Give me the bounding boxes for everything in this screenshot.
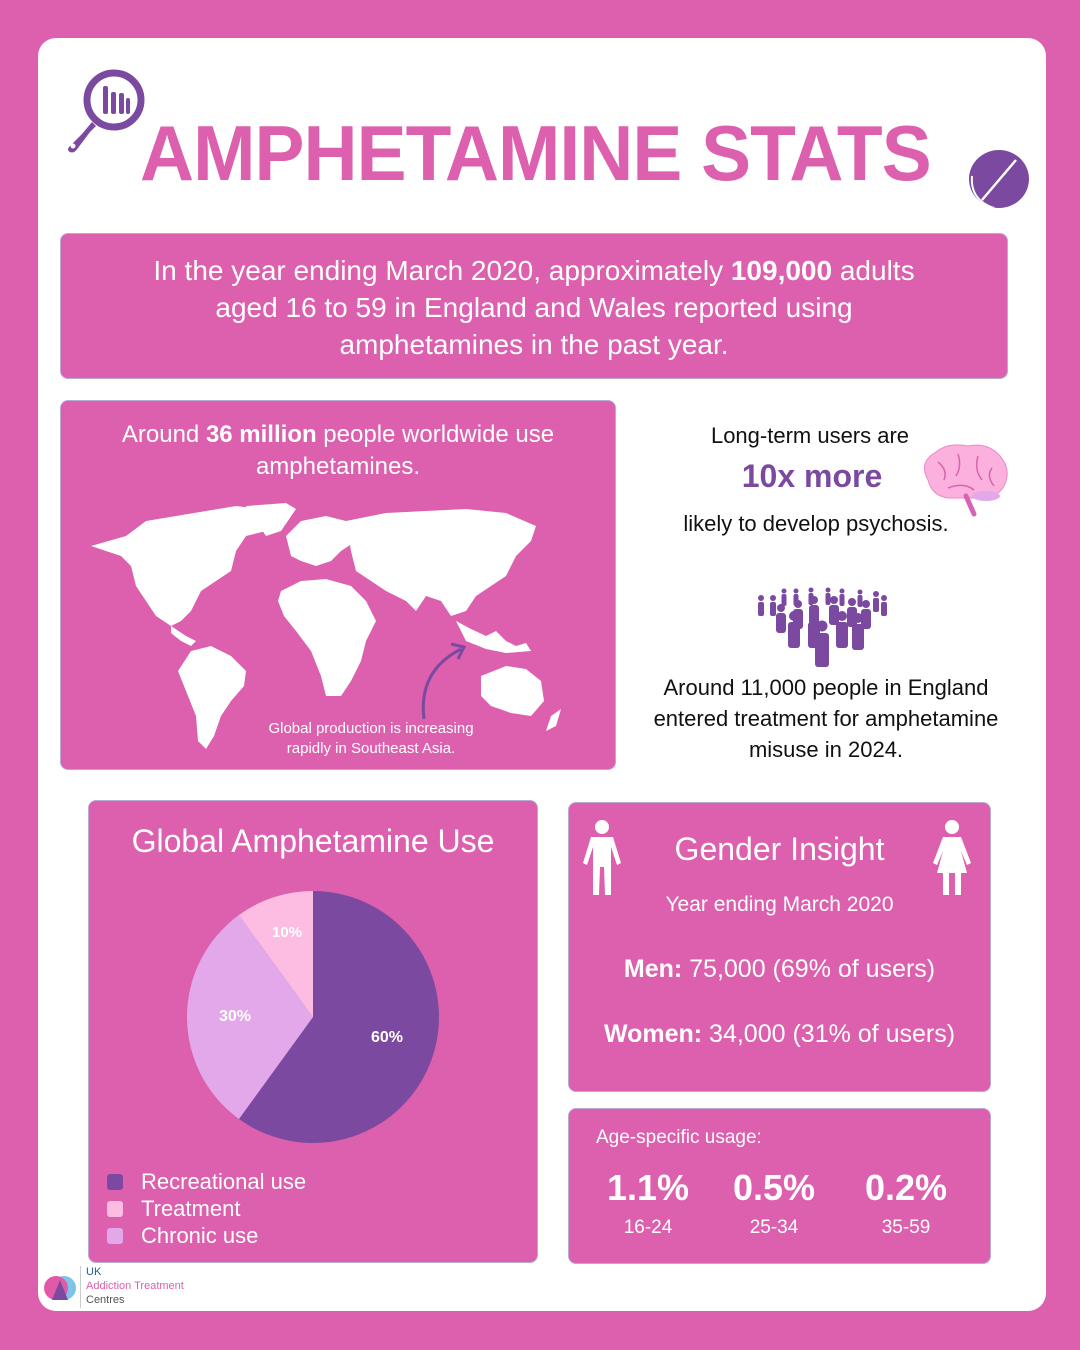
legend-item-chronic: Chronic use bbox=[107, 1222, 306, 1249]
production-note: Global production is increasing rapidly … bbox=[241, 719, 501, 759]
world-text-line2: amphetamines. bbox=[255, 453, 421, 480]
age-value: 0.2% bbox=[864, 1167, 948, 1208]
chart-legend: Recreational use Treatment Chronic use bbox=[107, 1168, 306, 1249]
men-value: 75,000 (69% of users) bbox=[682, 955, 936, 983]
logo-line-2: Addiction Treatment bbox=[86, 1280, 184, 1292]
gender-title: Gender Insight bbox=[674, 831, 885, 867]
legend-swatch bbox=[107, 1227, 123, 1244]
page-title: AMPHETAMINE STATS bbox=[140, 109, 932, 197]
intro-highlight: 109,000 bbox=[730, 255, 833, 286]
world-text: Around bbox=[121, 421, 206, 448]
magnifier-chart-icon bbox=[68, 69, 145, 153]
female-icon bbox=[933, 820, 971, 895]
psychosis-line-1: Long-term users are bbox=[710, 423, 910, 448]
intro-line-2: aged 16 to 59 in England and Wales repor… bbox=[215, 292, 853, 323]
treatment-line-1: Around 11,000 people in England bbox=[663, 675, 989, 700]
legend-label: Chronic use bbox=[141, 1222, 259, 1248]
logo-line-1: UK bbox=[86, 1266, 102, 1278]
age-usage-box: Age-specific usage: 1.1% 16-24 0.5% 25-3… bbox=[568, 1108, 991, 1264]
world-usage-text: Around 36 million people worldwide use a… bbox=[61, 419, 615, 483]
pie-slice-chronic bbox=[186, 915, 313, 1119]
age-range: 35-59 bbox=[881, 1217, 931, 1238]
intro-line-1: In the year ending March 2020, approxima… bbox=[61, 252, 1007, 289]
legend-item-treatment: Treatment bbox=[107, 1195, 306, 1222]
treatment-line-2: entered treatment for amphetamine bbox=[653, 706, 999, 731]
pie-label-treatment: 10% bbox=[272, 924, 302, 941]
male-icon bbox=[583, 820, 621, 895]
legend-item-recreational: Recreational use bbox=[107, 1168, 306, 1195]
men-label: Men: bbox=[623, 955, 683, 983]
logo-divider bbox=[80, 1266, 81, 1308]
legend-label: Treatment bbox=[141, 1195, 241, 1221]
crowd-icon bbox=[758, 587, 887, 667]
women-value: 34,000 (31% of users) bbox=[702, 1020, 956, 1048]
age-range: 16-24 bbox=[623, 1217, 673, 1238]
pie-label-chronic: 30% bbox=[219, 1008, 251, 1025]
legend-swatch bbox=[107, 1200, 123, 1217]
pie-label-recreational: 60% bbox=[371, 1029, 403, 1046]
pie-slice-treatment bbox=[238, 891, 313, 1017]
age-value: 0.5% bbox=[732, 1167, 816, 1208]
logo-icon bbox=[44, 1276, 76, 1300]
treatment-stat: Around 11,000 people in England entered … bbox=[620, 672, 1032, 765]
treatment-line-3: misuse in 2024. bbox=[748, 737, 904, 762]
world-map-icon bbox=[91, 503, 561, 749]
gender-subtitle: Year ending March 2020 bbox=[665, 893, 894, 916]
pill-icon bbox=[969, 150, 1029, 209]
age-stat-16-24: 1.1% 16-24 bbox=[593, 1167, 703, 1239]
world-usage-box: Around 36 million people worldwide use a… bbox=[60, 400, 616, 770]
age-range: 25-34 bbox=[749, 1217, 799, 1238]
gender-insight-box: Gender Insight Year ending March 2020 Me… bbox=[568, 802, 991, 1092]
world-highlight: 36 million bbox=[205, 421, 317, 448]
intro-text: adults bbox=[832, 255, 915, 286]
logo-line-3: Centres bbox=[86, 1294, 125, 1306]
intro-stat-box: In the year ending March 2020, approxima… bbox=[60, 233, 1008, 379]
men-stat: Men: 75,000 (69% of users) bbox=[569, 955, 990, 984]
age-value: 1.1% bbox=[606, 1167, 690, 1208]
pie-chart-box: Global Amphetamine Use 60% 10% 30% Recre… bbox=[88, 800, 538, 1263]
chart-title: Global Amphetamine Use bbox=[131, 823, 495, 859]
women-stat: Women: 34,000 (31% of users) bbox=[569, 1020, 990, 1049]
brain-icon bbox=[923, 444, 1008, 517]
women-label: Women: bbox=[603, 1020, 703, 1048]
intro-text: In the year ending March 2020, approxima… bbox=[153, 255, 731, 286]
note-line-2: rapidly in Southeast Asia. bbox=[286, 740, 456, 757]
legend-label: Recreational use bbox=[141, 1168, 307, 1194]
age-stat-35-59: 0.2% 35-59 bbox=[851, 1167, 961, 1239]
pie-slice-recreational bbox=[238, 891, 439, 1143]
note-line-1: Global production is increasing bbox=[268, 720, 474, 737]
logo-text: UK Addiction Treatment Centres bbox=[86, 1265, 184, 1307]
world-text: people worldwide use bbox=[316, 421, 555, 448]
pie-chart: 60% 10% 30% bbox=[186, 891, 439, 1143]
intro-line-3: amphetamines in the past year. bbox=[339, 329, 729, 360]
age-label: Age-specific usage: bbox=[596, 1127, 762, 1148]
psychosis-highlight: 10x more bbox=[741, 458, 883, 494]
legend-swatch bbox=[107, 1173, 123, 1190]
age-stat-25-34: 0.5% 25-34 bbox=[719, 1167, 829, 1239]
psychosis-line-3: likely to develop psychosis. bbox=[683, 511, 949, 536]
